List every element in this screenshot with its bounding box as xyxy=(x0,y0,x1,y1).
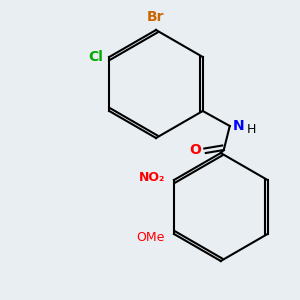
Text: Br: Br xyxy=(147,10,165,24)
Text: OMe: OMe xyxy=(136,230,165,244)
Text: N: N xyxy=(233,119,244,133)
Text: O: O xyxy=(189,143,201,157)
Text: NO₂: NO₂ xyxy=(139,170,165,184)
Text: H: H xyxy=(246,122,256,136)
Text: Cl: Cl xyxy=(88,50,103,64)
